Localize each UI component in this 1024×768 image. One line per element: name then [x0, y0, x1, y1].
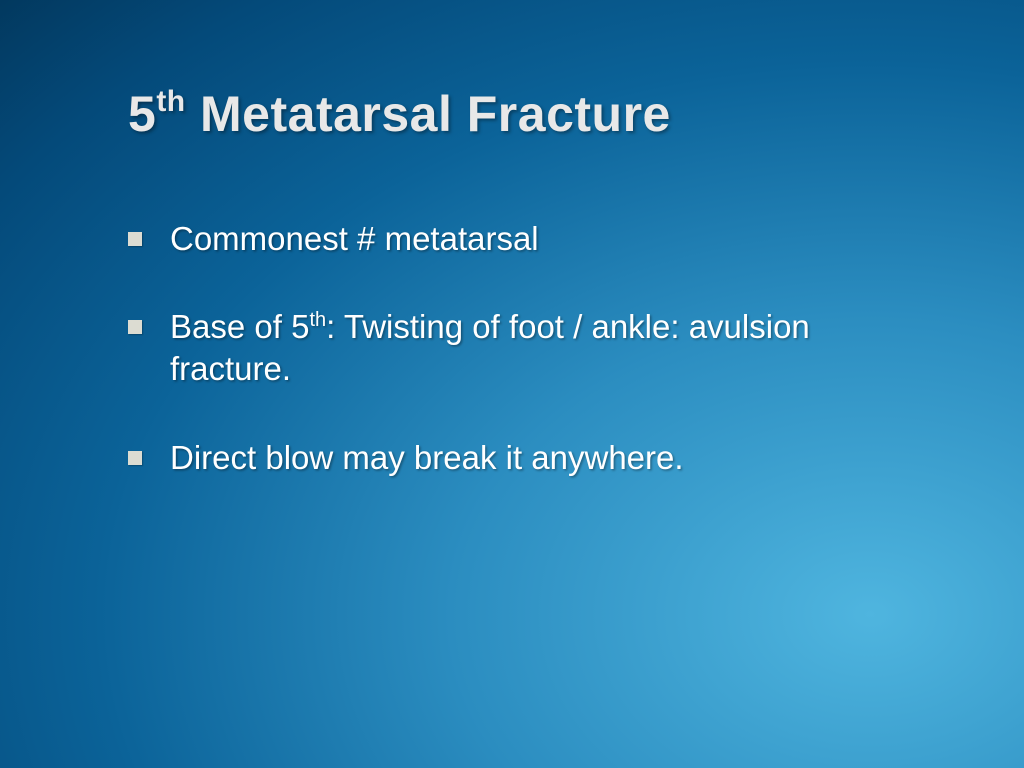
title-suffix: Metatarsal Fracture — [186, 86, 671, 142]
bullet-item: Direct blow may break it anywhere. — [128, 437, 888, 479]
bullet-item: Base of 5th: Twisting of foot / ankle: a… — [128, 306, 888, 390]
title-superscript: th — [156, 85, 185, 118]
bullet-item: Commonest # metatarsal — [128, 218, 888, 260]
slide-title: 5th Metatarsal Fracture — [128, 85, 964, 143]
title-prefix: 5 — [128, 86, 156, 142]
bullet-list: Commonest # metatarsal Base of 5th: Twis… — [128, 218, 964, 479]
